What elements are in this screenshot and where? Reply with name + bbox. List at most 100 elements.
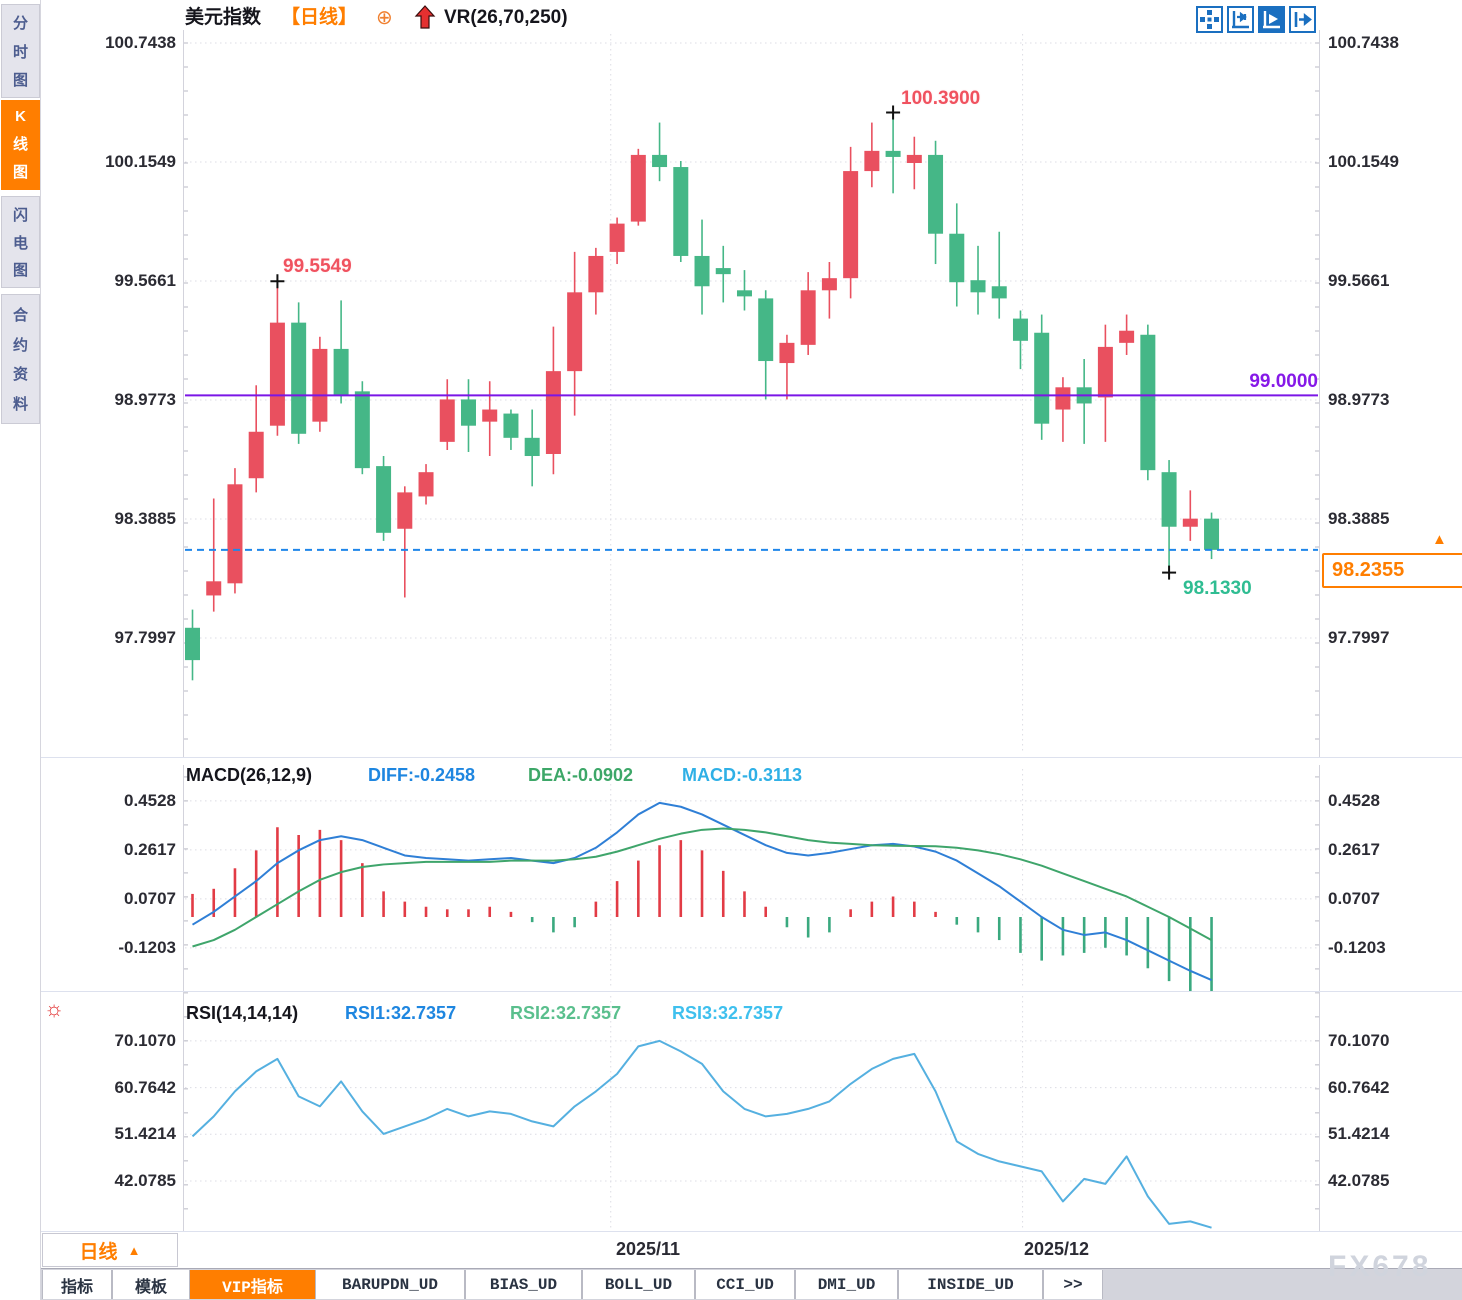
tab-cciud[interactable]: CCI_UD <box>695 1270 795 1299</box>
candle <box>397 492 413 529</box>
y-axis-label: 98.9773 <box>114 389 176 409</box>
sidebar-item-1[interactable]: 分时图 <box>1 4 40 98</box>
period-tag[interactable]: 【日线】 <box>281 7 358 28</box>
candle <box>1034 332 1050 424</box>
tab-dmiud[interactable]: DMI_UD <box>795 1270 898 1299</box>
y-axis-label: 97.7997 <box>114 627 176 647</box>
candle <box>1119 330 1135 343</box>
candle <box>715 268 731 275</box>
candle <box>864 150 880 172</box>
indicator-title: VR(26,70,250) <box>444 7 568 28</box>
candle <box>227 484 243 584</box>
pane-separator <box>41 991 1462 992</box>
swing-high-label: 99.5549 <box>283 256 352 277</box>
sidebar-item-3[interactable]: 闪电图 <box>1 196 40 288</box>
y-axis-label: -0.1203 <box>118 937 176 957</box>
period-selector[interactable]: 日线 ▲ <box>42 1233 178 1267</box>
candle <box>758 298 774 362</box>
swing-low-label: 98.1330 <box>1183 578 1252 599</box>
candle <box>1182 518 1198 527</box>
y-axis-label: -0.1203 <box>1328 937 1386 957</box>
tab-[interactable]: >> <box>1043 1270 1103 1299</box>
candle <box>524 437 540 457</box>
auto-scale-icon[interactable] <box>1258 6 1285 33</box>
candle <box>248 431 264 479</box>
candle <box>673 167 689 256</box>
candle <box>333 348 349 396</box>
y-axis-label: 0.0707 <box>1328 888 1380 908</box>
sidebar-item-char: 资 <box>12 366 28 384</box>
candle <box>567 292 583 372</box>
tab-模板[interactable]: 模板 <box>112 1270 190 1299</box>
rsi3-value: RSI3:32.7357 <box>672 1003 784 1023</box>
y-axis-label: 100.7438 <box>1328 33 1399 52</box>
sidebar-item-char: 分 <box>12 15 28 33</box>
y-axis-label: 60.7642 <box>1328 1077 1390 1097</box>
y-axis-label: 70.1070 <box>1328 1030 1390 1050</box>
y-axis-label: 98.9773 <box>1328 389 1390 409</box>
macd-value: MACD:-0.3113 <box>682 765 803 785</box>
chevron-up-icon: ▲ <box>127 1242 141 1258</box>
candle <box>503 413 519 438</box>
price-chart[interactable] <box>183 30 1320 758</box>
indicator-settings-icon[interactable]: ☼ <box>44 996 65 1021</box>
tab-vip指标[interactable]: VIP指标 <box>190 1270 315 1299</box>
y-axis-label: 0.4528 <box>1328 790 1380 810</box>
tab-insideud[interactable]: INSIDE_UD <box>898 1270 1043 1299</box>
candle <box>1161 472 1177 527</box>
y-axis-label: 42.0785 <box>1328 1171 1390 1190</box>
candle <box>609 223 625 252</box>
last-price-tag: 98.2355 <box>1322 553 1462 588</box>
y-axis-label: 42.0785 <box>114 1171 176 1190</box>
candle <box>418 472 434 497</box>
candle <box>206 581 222 596</box>
candle <box>1012 318 1028 341</box>
candle <box>970 280 986 293</box>
tab-bollud[interactable]: BOLL_UD <box>582 1270 695 1299</box>
candle <box>185 627 200 661</box>
candle <box>736 290 752 297</box>
x-axis-date: 2025/12 <box>1024 1239 1090 1259</box>
candle <box>482 409 498 422</box>
macd-diff-value: DIFF:-0.2458 <box>368 765 476 785</box>
rsi1-value: RSI1:32.7357 <box>345 1003 457 1023</box>
y-axis-label: 0.4528 <box>124 790 176 810</box>
candle <box>779 342 795 364</box>
candle <box>354 391 370 469</box>
add-indicator-icon[interactable]: ⊕ <box>376 7 393 29</box>
y-axis-label: 98.3885 <box>114 508 176 528</box>
rsi2-value: RSI2:32.7357 <box>510 1003 622 1023</box>
rsi-chart[interactable] <box>183 992 1320 1232</box>
candle <box>1204 518 1220 550</box>
y-axis-label: 0.0707 <box>124 888 176 908</box>
y-axis-label: 0.2617 <box>124 839 176 859</box>
y-axis-label: 100.1549 <box>1328 152 1399 171</box>
sidebar-item-4[interactable]: 合约资料 <box>1 294 40 424</box>
macd-chart[interactable] <box>183 765 1320 991</box>
candle <box>949 233 965 283</box>
y-axis-label: 51.4214 <box>114 1124 176 1144</box>
export-right-icon[interactable] <box>1289 6 1316 33</box>
candle <box>800 290 816 345</box>
axis-fit-icon[interactable] <box>1227 6 1254 33</box>
sidebar-item-char: 线 <box>12 135 28 153</box>
tab-barupdnud[interactable]: BARUPDN_UD <box>315 1270 465 1299</box>
candle <box>1140 334 1156 471</box>
macd-title: MACD(26,12,9) <box>186 765 313 785</box>
sidebar-item-char: 电 <box>12 234 28 252</box>
tab-指标[interactable]: 指标 <box>42 1270 112 1299</box>
sidebar-item-char: 约 <box>12 336 28 354</box>
y-axis-label: 70.1070 <box>114 1030 176 1050</box>
candle <box>376 466 392 533</box>
pan-crosshair-icon[interactable] <box>1196 6 1223 33</box>
tab-biasud[interactable]: BIAS_UD <box>465 1270 582 1299</box>
macd-dea-value: DEA:-0.0902 <box>528 765 634 785</box>
instrument-title: 美元指数 <box>185 7 262 28</box>
candle <box>630 154 646 222</box>
y-axis-label: 99.5661 <box>114 270 176 290</box>
y-axis-label: 100.7438 <box>105 33 176 52</box>
y-axis-label: 97.7997 <box>1328 627 1390 647</box>
